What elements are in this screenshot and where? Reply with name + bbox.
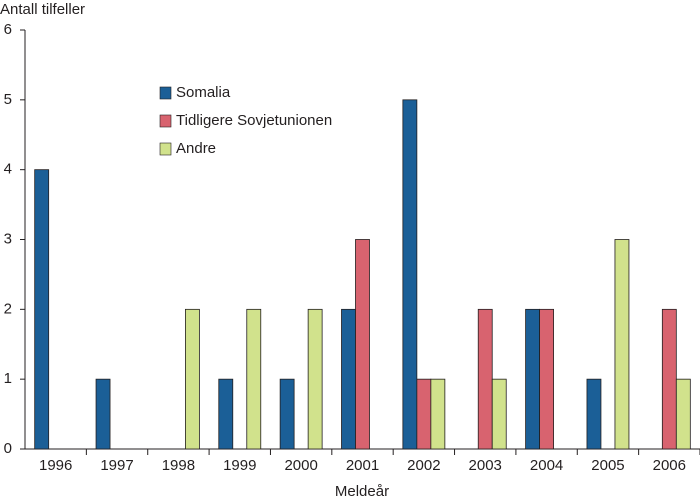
bar [185, 308, 200, 450]
y-tick-label: 4 [4, 161, 12, 178]
legend-swatch [159, 114, 172, 128]
legend-label: Tidligere Sovjetunionen [176, 112, 332, 129]
y-tick-label: 2 [4, 300, 12, 317]
x-tick-label: 2004 [530, 457, 563, 474]
x-tick-label: 2003 [469, 457, 502, 474]
x-tick-label: 1999 [223, 457, 256, 474]
bar [675, 378, 691, 450]
x-tick-label: 1997 [100, 457, 133, 474]
x-tick-label: 2006 [653, 457, 686, 474]
bar [355, 239, 370, 450]
x-tick-label: 2001 [346, 457, 379, 474]
legend-swatch [159, 86, 172, 100]
bar [341, 308, 356, 450]
bar [416, 378, 432, 450]
x-tick-label: 2002 [407, 457, 440, 474]
x-tick-label: 1998 [162, 457, 195, 474]
bar [477, 308, 493, 450]
bar [491, 378, 507, 450]
bar [218, 378, 234, 450]
x-tick-label: 1996 [39, 457, 72, 474]
bar [525, 308, 540, 450]
bar [614, 239, 630, 450]
y-tick-label: 3 [4, 230, 12, 247]
bar [539, 308, 554, 450]
y-tick-label: 0 [4, 440, 12, 457]
y-tick-label: 1 [4, 370, 12, 387]
bar [279, 378, 295, 450]
bar [34, 169, 50, 450]
x-axis-label: Meldeår [335, 483, 389, 500]
bar [95, 378, 111, 450]
y-tick-label: 5 [4, 91, 12, 108]
legend-label: Andre [176, 140, 216, 157]
bar [402, 99, 418, 450]
bar [430, 378, 446, 450]
y-tick-label: 6 [4, 21, 12, 38]
bar [586, 378, 602, 450]
x-tick-label: 2005 [591, 457, 624, 474]
y-axis-label: Antall tilfeller [0, 1, 85, 18]
legend-swatch [159, 142, 172, 156]
legend-label: Somalia [176, 84, 231, 101]
bar [307, 308, 323, 450]
x-tick-label: 2000 [284, 457, 317, 474]
bar [246, 308, 262, 450]
bar [661, 308, 677, 450]
